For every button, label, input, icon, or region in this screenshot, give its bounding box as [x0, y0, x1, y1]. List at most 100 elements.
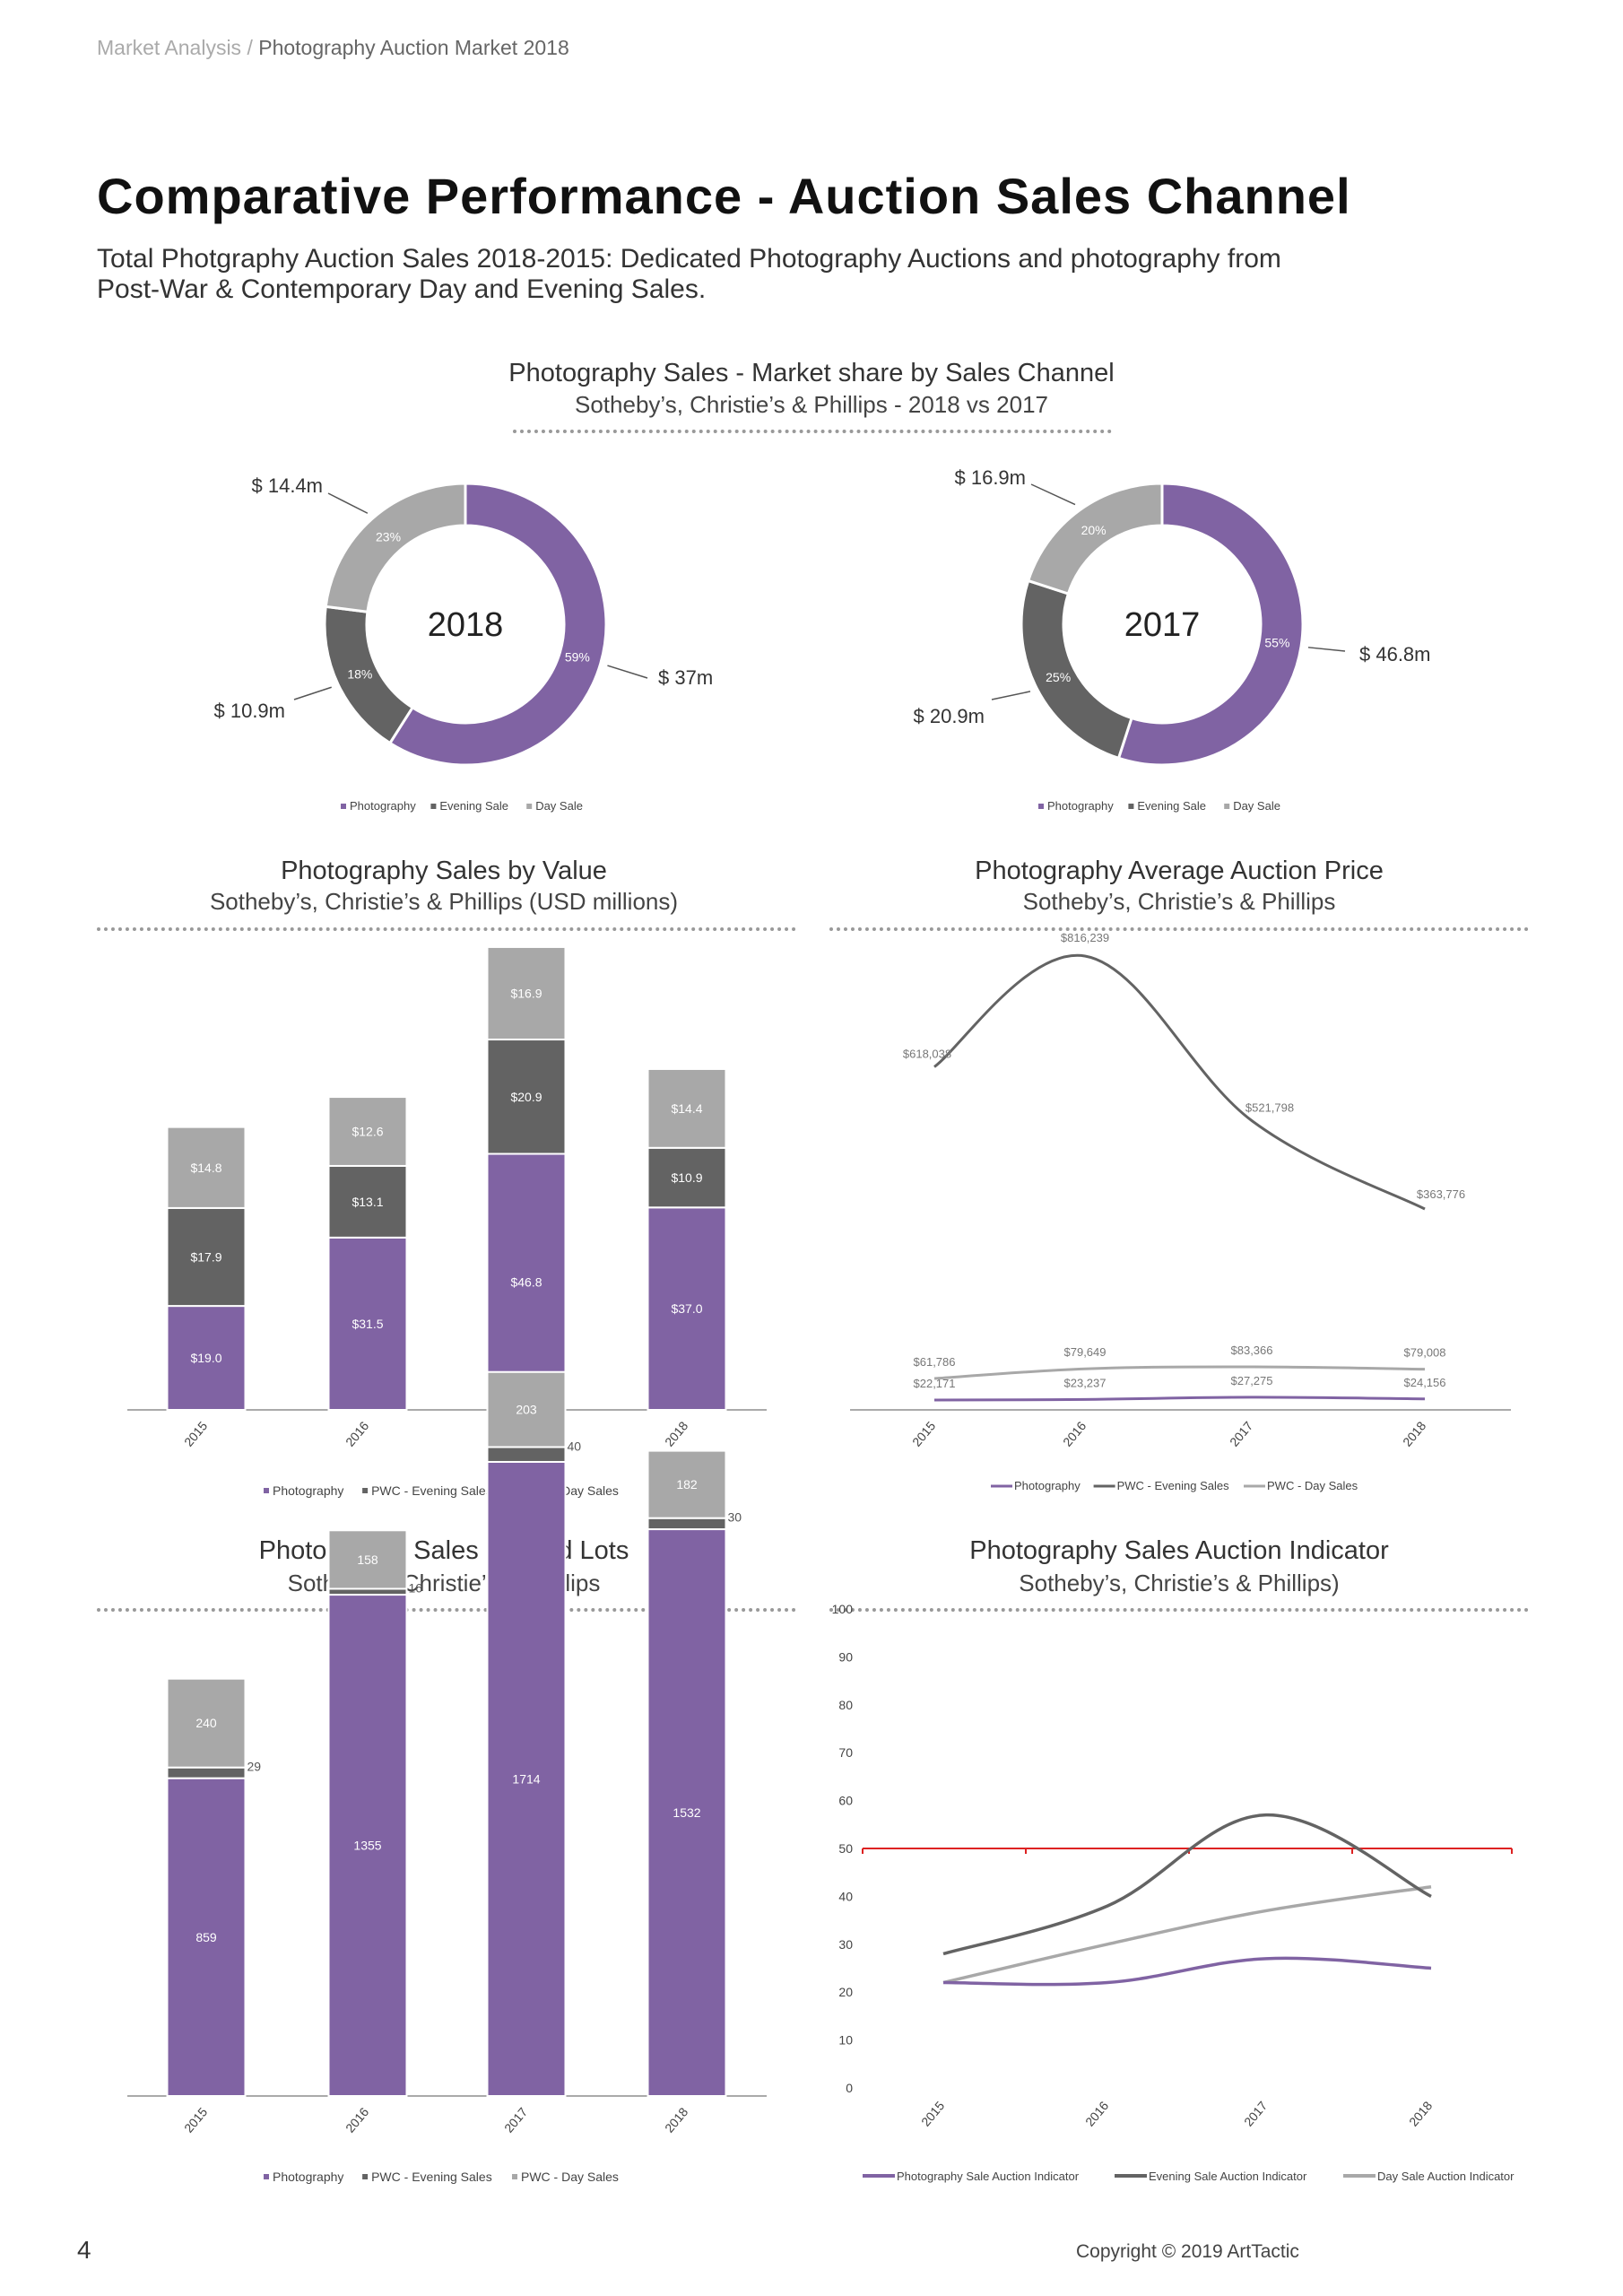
auction-indicator-y-tick-label: 60 — [838, 1794, 853, 1808]
sales-by-value-bar-value-label: $31.5 — [352, 1317, 383, 1331]
donut-2018-legend-swatch — [526, 804, 533, 809]
average-price-point-label: $83,366 — [1231, 1344, 1273, 1357]
auction-indicator-y-tick-label: 0 — [846, 2081, 853, 2095]
auction-indicator-y-tick-label: 80 — [838, 1698, 853, 1712]
average-price-point-label: $23,237 — [1064, 1376, 1107, 1389]
page-intro: Total Photgraphy Auction Sales 2018-2015… — [97, 244, 1281, 304]
auction-indicator-legend-item: Day Sale Auction Indicator — [1377, 2170, 1515, 2183]
sales-by-value-bar-photography — [647, 1206, 727, 1412]
donut-2018-legend-item: Day Sale — [535, 799, 583, 813]
sales-by-lots-bar-photography — [327, 1594, 408, 2097]
sales-by-lots-bar-pwc-day-sales — [647, 1449, 727, 1519]
sales-by-value-x-tick-label: 2018 — [662, 1419, 690, 1449]
sales-by-lots-bar-value-label: 859 — [195, 1930, 217, 1944]
sales-by-value-x-tick-label: 2015 — [181, 1419, 210, 1449]
donut-section-subtitle: Sotheby’s, Christie’s & Phillips - 2018 … — [575, 391, 1048, 418]
donut-2017-slice-value-label: $ 20.9m — [914, 705, 985, 727]
sales-by-value-bar-value-label: $14.4 — [671, 1101, 702, 1116]
donut-2017-leader-line — [991, 691, 1031, 700]
average-price-point-label: $79,649 — [1064, 1345, 1107, 1359]
sales-by-lots-bar-value-label: 240 — [195, 1716, 217, 1730]
average-price-point-label: $79,008 — [1404, 1346, 1446, 1360]
donut-2017-slice-value-label: $ 16.9m — [955, 466, 1027, 489]
auction-indicator-y-tick-label: 90 — [838, 1649, 853, 1664]
value-chart-subtitle: Sotheby’s, Christie’s & Phillips (USD mi… — [209, 888, 679, 915]
indicator-chart-subtitle: Sotheby’s, Christie’s & Phillips) — [1019, 1570, 1340, 1596]
donut-2018-slice-percent-label: 18% — [347, 666, 372, 681]
sales-by-value-bar-value-label: $17.9 — [190, 1250, 221, 1265]
auction-indicator-y-tick-label: 20 — [838, 1985, 853, 1999]
donut-2017-legend-item: Day Sale — [1233, 799, 1280, 813]
sales-by-lots-legend-swatch — [512, 2174, 517, 2179]
sales-by-lots-legend-swatch — [264, 2174, 269, 2179]
sales-by-lots-bar-pwc-evening-sales — [166, 1766, 247, 1779]
sales-by-value-legend-swatch — [362, 1488, 369, 1493]
average-price-legend-item: PWC - Evening Sales — [1117, 1479, 1229, 1492]
auction-indicator-x-tick-label: 2016 — [1082, 2099, 1111, 2129]
sales-by-lots-bar-value-label: 158 — [357, 1552, 378, 1567]
sales-by-lots-bar-pwc-day-sales — [166, 1677, 247, 1769]
average-price-point-label: $521,798 — [1245, 1101, 1294, 1115]
page-title: Comparative Performance - Auction Sales … — [97, 168, 1351, 224]
sales-by-lots-bar-photography — [166, 1777, 247, 2097]
auction-indicator-line-evening-sale-auction-indicator — [942, 1813, 1432, 1956]
donut-2017-slice-evening-sale — [1020, 578, 1133, 761]
breadcrumb-separator: / — [247, 36, 253, 59]
average-price-line-pwc-evening-sales — [933, 953, 1426, 1211]
auction-indicator-y-tick-label: 30 — [838, 1937, 853, 1952]
sales-by-lots-legend-item: PWC - Day Sales — [521, 2170, 619, 2184]
auction-indicator-y-tick-label: 100 — [832, 1602, 854, 1616]
donut-2017-legend-item: Photography — [1047, 799, 1114, 813]
sales-by-value-bar-pwc-evening-sales — [166, 1206, 247, 1308]
copyright: Copyright © 2019 ArtTactic — [1076, 2241, 1299, 2262]
lots-chart-title: Photography Sales by Sold Lots — [258, 1536, 629, 1565]
price-chart-title: Photography Average Auction Price — [975, 857, 1384, 885]
donut-2018-slice-percent-label: 59% — [565, 649, 590, 664]
sales-by-value-bar-pwc-day-sales — [486, 945, 567, 1041]
donut-2018-slice-value-label: $ 37m — [658, 666, 713, 689]
average-price-point-label: $27,275 — [1231, 1374, 1273, 1387]
breadcrumb-section[interactable]: Market Analysis — [97, 36, 242, 59]
auction-indicator-line-day-sale-auction-indicator — [942, 1884, 1432, 1985]
sales-by-lots-bar-pwc-evening-sales — [486, 1446, 567, 1463]
auction-indicator-y-tick-label: 10 — [838, 2033, 853, 2048]
donut-2018-slice-value-label: $ 10.9m — [214, 700, 286, 722]
donut-2017-legend-swatch — [1128, 804, 1134, 809]
sales-by-value-bar-photography — [327, 1236, 408, 1411]
sales-by-lots-bar-value-label: 182 — [676, 1477, 698, 1492]
sales-by-lots-bar-value-label: 40 — [568, 1439, 582, 1453]
donut-2018-slice-value-label: $ 14.4m — [252, 474, 324, 497]
sales-by-lots-bar-value-label: 1355 — [353, 1839, 381, 1853]
sales-by-lots-legend-item: PWC - Evening Sales — [371, 2170, 492, 2184]
sales-by-lots-bar-pwc-evening-sales — [647, 1517, 727, 1531]
average-price-x-tick-label: 2016 — [1060, 1419, 1089, 1449]
sales-by-value-bar-value-label: $20.9 — [510, 1090, 542, 1104]
sales-by-lots-bar-photography — [486, 1460, 567, 2097]
auction-indicator-y-tick-label: 70 — [838, 1745, 853, 1760]
sales-by-lots-legend-swatch — [362, 2174, 369, 2179]
value-chart-title: Photography Sales by Value — [281, 857, 607, 885]
sales-by-lots-bar-value-label: 1714 — [512, 1771, 540, 1786]
donut-2018-slice-photography — [387, 482, 608, 767]
auction-indicator-y-tick-label: 40 — [838, 1889, 853, 1903]
sales-by-value-legend-swatch — [264, 1488, 269, 1493]
sales-by-value-bar-pwc-day-sales — [647, 1067, 727, 1149]
average-price-x-tick-label: 2015 — [909, 1419, 938, 1449]
sales-by-value-legend-item: PWC - Evening Sales — [371, 1483, 492, 1498]
donut-2017-slice-percent-label: 20% — [1081, 523, 1107, 537]
sales-by-value-bar-value-label: $13.1 — [352, 1195, 383, 1209]
sales-by-value-bar-value-label: $46.8 — [510, 1274, 542, 1289]
auction-indicator-x-tick-label: 2017 — [1241, 2099, 1270, 2129]
sales-by-lots-bar-value-label: 16 — [409, 1580, 423, 1595]
sales-by-lots-x-tick-label: 2017 — [501, 2105, 530, 2135]
donut-2018-leader-line — [293, 686, 332, 700]
auction-indicator-x-tick-label: 2015 — [918, 2099, 947, 2129]
donut-2018-slice-day-sale — [324, 482, 467, 613]
average-price-legend-item: Photography — [1014, 1479, 1081, 1492]
donut-section-title: Photography Sales - Market share by Sale… — [508, 359, 1115, 387]
sales-by-value-bar-photography — [166, 1305, 247, 1411]
donut-2017-leader-line — [1030, 483, 1076, 506]
value-chart-divider — [97, 927, 796, 931]
sales-by-value-bar-photography — [486, 1152, 567, 1412]
